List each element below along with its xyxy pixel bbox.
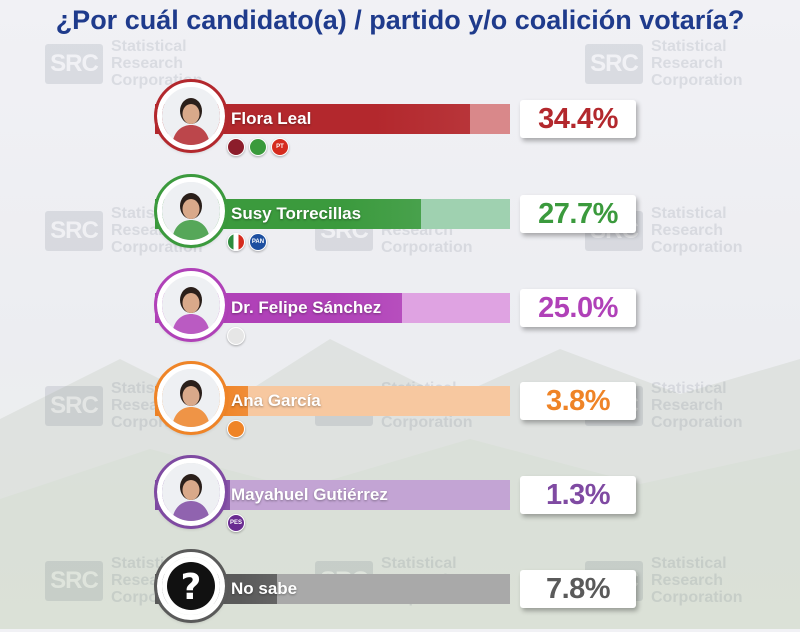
candidate-row: Flora Leal 34.4% PT [154, 79, 640, 162]
candidate-name: Flora Leal [231, 109, 312, 128]
percentage-label: 25.0% [520, 289, 636, 327]
party-logos: PAN [227, 233, 267, 251]
candidate-row: Ana García 3.8% [154, 361, 640, 444]
party-logos: PT [227, 138, 289, 156]
percentage-label: 34.4% [520, 100, 636, 138]
candidate-photo [154, 361, 228, 435]
candidate-row: Dr. Felipe Sánchez 25.0% [154, 268, 640, 351]
candidate-name: Ana García [231, 391, 321, 410]
candidate-row: Mayahuel Gutiérrez 1.3% PES [154, 455, 640, 538]
candidate-photo [154, 268, 228, 342]
pri-logo [227, 233, 245, 251]
pes-logo: PES [227, 514, 245, 532]
morena-logo [227, 138, 245, 156]
candidate-row: Susy Torrecillas 27.7% PAN [154, 174, 640, 257]
movimiento-ciudadano-logo [227, 420, 245, 438]
party-logos: PES [227, 514, 245, 532]
candidate-name: Susy Torrecillas [231, 204, 362, 223]
percentage-label: 3.8% [520, 382, 636, 420]
svg-text:?: ? [181, 567, 202, 608]
chart-title: ¿Por cuál candidato(a) / partido y/o coa… [55, 5, 745, 35]
party-logos [227, 420, 245, 438]
candidate-name: No sabe [231, 579, 298, 598]
candidate-photo [154, 79, 228, 153]
question-mark-icon: ? [154, 549, 228, 623]
candidate-row: No sabe 7.8%? [154, 549, 640, 632]
fuerza-mexico-logo [227, 327, 245, 345]
percentage-label: 27.7% [520, 195, 636, 233]
pan-logo: PAN [249, 233, 267, 251]
candidate-name: Dr. Felipe Sánchez [231, 298, 382, 317]
candidate-name: Mayahuel Gutiérrez [231, 485, 388, 504]
candidate-photo [154, 455, 228, 529]
candidate-photo [154, 174, 228, 248]
percentage-label: 7.8% [520, 570, 636, 608]
party-logos [227, 327, 245, 345]
pt-logo: PT [271, 138, 289, 156]
pvem-logo [249, 138, 267, 156]
percentage-label: 1.3% [520, 476, 636, 514]
